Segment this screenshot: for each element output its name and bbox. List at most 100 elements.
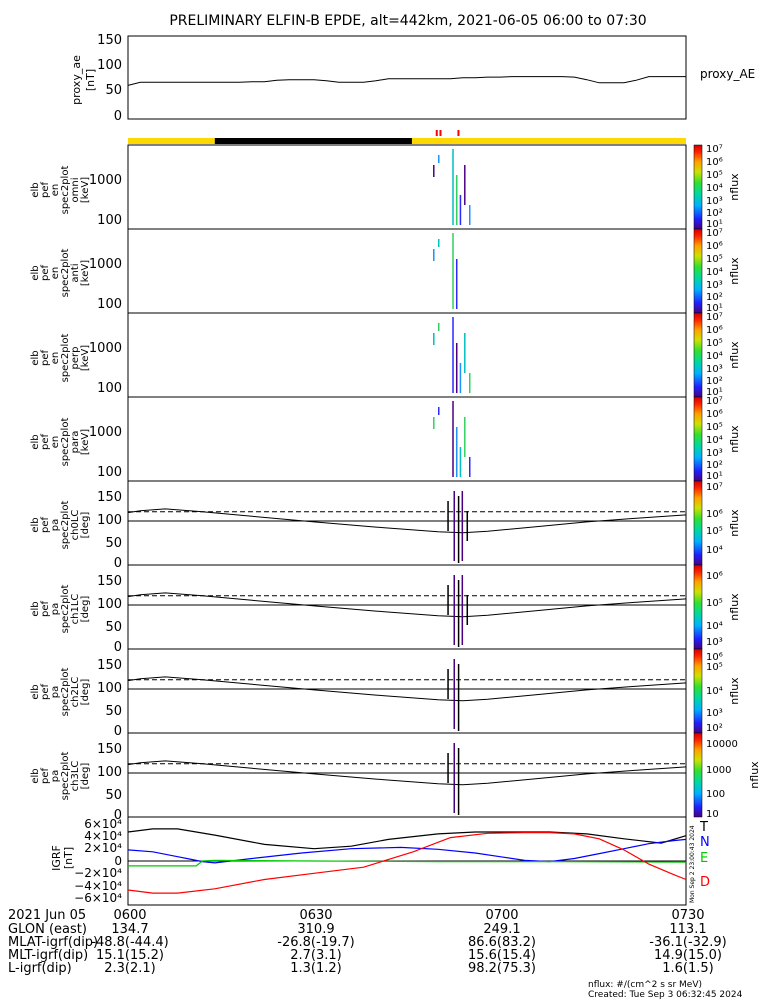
colorbar-tick-label: 10²: [706, 460, 723, 471]
orbit-marker: [457, 130, 460, 136]
time-row-value: 1.3(1.2): [290, 961, 342, 976]
pa-streak: [457, 496, 460, 563]
colorbar-tick-label: 10⁶: [706, 409, 723, 420]
spec-ylabel-line: elb: [30, 350, 41, 365]
time-row-lshell: L-igrf(dip) 2.3(2.1) 1.3(1.2) 98.2(75.3)…: [8, 961, 714, 976]
spec-ytick-label: 100: [97, 297, 122, 312]
colorbar-ticks-ch2: 10⁶ 10⁵ 10⁴ 10³ 10²: [706, 652, 723, 734]
pa-ytick-label: 0: [114, 556, 122, 571]
pa-ytick-label: 100: [97, 765, 122, 780]
pa-ylabel-line: ch1LC: [70, 594, 81, 625]
colorbar-spec-anti: [693, 228, 703, 314]
spec-ylabel-line: elb: [30, 265, 41, 280]
colorbar-ticks-ch1: 10⁶ 10⁵ 10⁴ 10³: [706, 571, 723, 648]
flux-streak: [459, 363, 462, 393]
pa-ytick-label: 50: [105, 704, 122, 719]
flux-streak: [459, 195, 462, 225]
bfield-legend-d: D: [700, 875, 710, 890]
pa-ylabel-line: elb: [30, 684, 41, 699]
spec-panel-para: 1000 100 elb pef en spec2plot para [keV]: [30, 396, 687, 482]
spec-ylabel-line: [keV]: [80, 177, 91, 203]
time-row-date: 2021 Jun 05 0600 0630 0700 0730: [8, 908, 705, 923]
bfield-ytick-label: 2×10⁴: [84, 841, 122, 855]
pa-ytick-label: 100: [97, 681, 122, 696]
colorbar-tick-label: 10⁶: [706, 571, 723, 582]
flux-streak: [455, 259, 458, 309]
spec-panel-omni: 1000 100 elb pef en spec2plot omni [keV]: [30, 144, 687, 230]
spec-ylabel-line: spec2plot: [60, 249, 71, 298]
pa-ytick-label: 0: [114, 724, 122, 739]
pa-ylabel-line: [deg]: [80, 679, 91, 706]
colorbar-ticks-omni: 10⁷ 10⁶ 10⁵ 10⁴ 10³ 10² 10¹: [706, 144, 723, 230]
bfield-legend-t: T: [699, 820, 708, 835]
time-row-label: GLON (east): [8, 922, 87, 937]
colorbar-tick-label: 10000: [706, 739, 738, 750]
spec-frame: [127, 312, 687, 398]
spec-ylabel-line: elb: [30, 182, 41, 197]
spec-panel-anti: 1000 100 elb pef en spec2plot anti [keV]: [30, 228, 687, 314]
spec-ylabel-line: anti: [70, 263, 81, 282]
colorbar-tick-label: 10⁵: [706, 598, 723, 609]
pa-ylabel-line: spec2plot: [60, 752, 71, 801]
colorbar-ticks-anti: 10⁷ 10⁶ 10⁵ 10⁴ 10³ 10² 10¹: [706, 228, 723, 314]
colorbar-tick-label: 10²: [706, 376, 723, 387]
flux-streak: [438, 407, 440, 415]
pa-panel-ch0: 150 100 50 0 elb pef pa spec2plot ch0LC …: [30, 480, 687, 571]
pa-loss-cone-line: [127, 592, 687, 618]
pa-frame: [127, 564, 687, 650]
colorbar-tick-label: 10⁷: [706, 482, 723, 493]
colorbar-spec-omni: [693, 144, 703, 230]
flux-streak: [438, 239, 440, 247]
pa-panel-ch3: 150 100 50 0 elb pef pa spec2plot ch3LC …: [30, 732, 687, 823]
pa-ylabel-line: pa: [50, 519, 61, 531]
orbit-marker: [439, 130, 442, 136]
colorbar-ticks-para: 10⁷ 10⁶ 10⁵ 10⁴ 10³ 10² 10¹: [706, 396, 723, 482]
pa-streak: [447, 669, 449, 699]
colorbar-tick-label: 10⁶: [706, 241, 723, 252]
bfield-ylabel-line: IGRF: [50, 845, 63, 871]
time-row-value: -48.8(-44.4): [91, 935, 168, 950]
orbit-phase-bar: [128, 130, 686, 144]
colorbar-pa-ch3: [693, 732, 703, 818]
energy-spectrogram-panels: 1000 100 elb pef en spec2plot omni [keV]…: [30, 144, 687, 482]
spec-ytick-label: 1000: [89, 425, 122, 440]
colorbar-tick-label: 10⁵: [706, 526, 723, 537]
colorbar-tick-label: 10⁴: [706, 351, 723, 362]
time-row-value: 0600: [113, 908, 146, 923]
proxy-frame: [127, 35, 687, 120]
bfield-ytick-label: 6×10⁴: [84, 817, 122, 831]
spec-ylabel-line: [keV]: [80, 260, 91, 286]
proxy-ytick-labels: 150 100 50 0: [97, 33, 122, 124]
pa-ylabel-line: elb: [30, 768, 41, 783]
time-row-mlat: MLAT-igrf(dip) -48.8(-44.4) -26.8(-19.7)…: [8, 935, 727, 950]
pa-ytick-label: 150: [97, 742, 122, 757]
spec-ylabel-line: pef: [40, 265, 51, 282]
flux-streak: [438, 155, 440, 163]
bfield-ytick-label: −2×10⁴: [74, 866, 122, 880]
time-row-label: L-igrf(dip): [8, 961, 72, 976]
pa-ylabel-line: pef: [40, 768, 51, 785]
proxy-ytick-label: 50: [105, 83, 122, 98]
pa-ylabel-line: pa: [50, 686, 61, 698]
bfield-ytick-label: −4×10⁴: [74, 879, 122, 893]
time-row-value: 2.7(3.1): [290, 948, 342, 963]
spec-ylabel-line: pef: [40, 182, 51, 199]
pa-ylabel-line: pef: [40, 517, 51, 534]
pa-streak: [447, 501, 449, 531]
pa-ylabel-line: spec2plot: [60, 585, 71, 634]
spec-ytick-label: 1000: [89, 341, 122, 356]
flux-streak: [452, 317, 454, 393]
flux-streak: [455, 343, 458, 393]
flux-streaks: [433, 149, 471, 815]
flux-streak: [452, 233, 454, 309]
proxy-ylabel-line: proxy_ae: [70, 55, 83, 105]
proxy-ytick-label: 100: [97, 58, 122, 73]
time-row-label: MLT-igrf(dip): [8, 948, 88, 963]
colorbar-tick-label: 10⁴: [706, 435, 723, 446]
pa-ytick-label: 0: [114, 640, 122, 655]
colorbar-tick-label: 10⁵: [706, 422, 723, 433]
proxy-ytick-label: 0: [114, 109, 122, 124]
colorbar-label: nflux: [728, 509, 741, 537]
spec-frame: [127, 396, 687, 482]
